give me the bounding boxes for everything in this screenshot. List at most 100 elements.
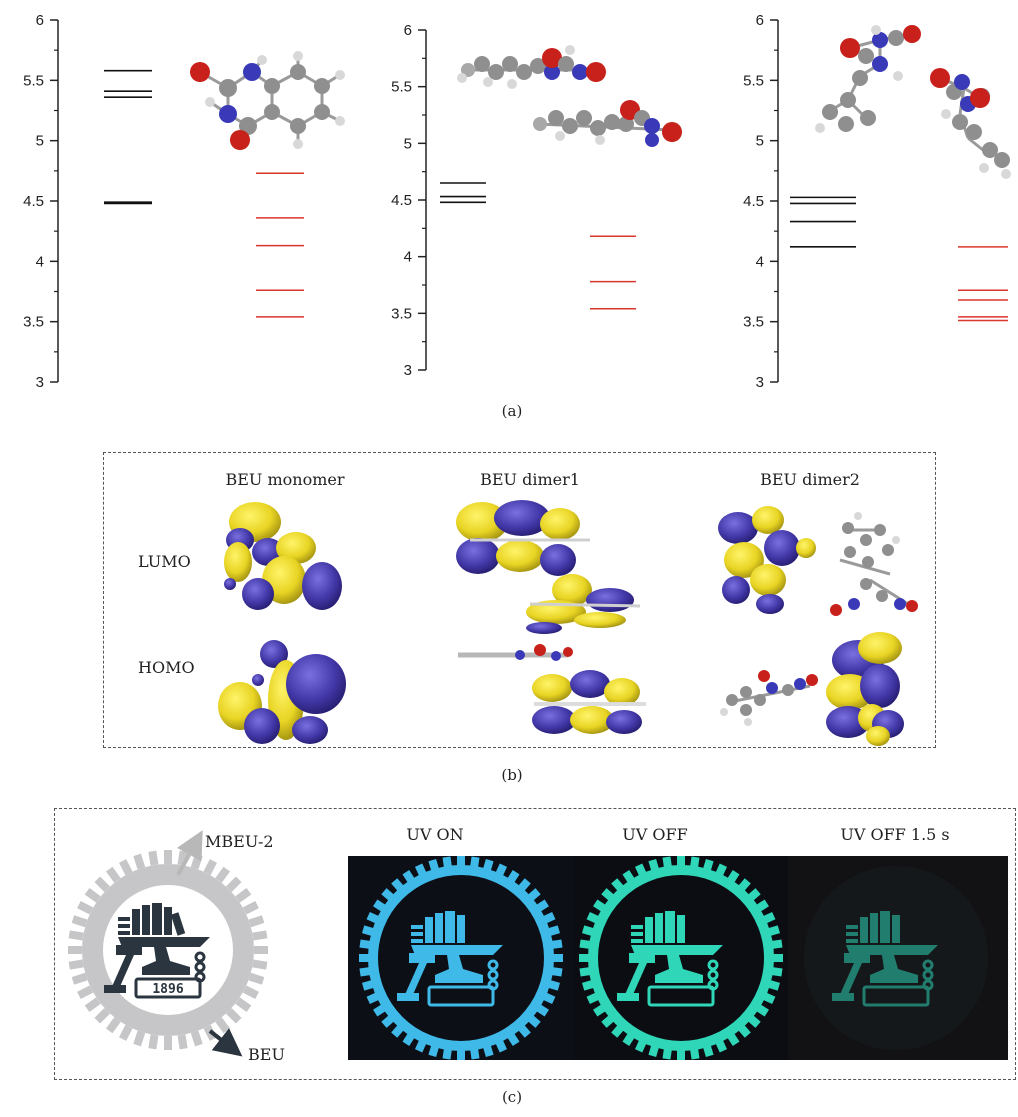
glow-part: [655, 913, 663, 943]
orbital-dimer1-lumo: [456, 500, 641, 634]
glow-part: [631, 925, 643, 929]
glow-part: [892, 915, 900, 943]
y-tick-label: 3: [404, 362, 412, 379]
glow-chain: [707, 979, 719, 991]
glow-gear-tooth: [457, 856, 465, 868]
gear-tooth: [94, 1007, 111, 1024]
glow-part: [435, 913, 443, 943]
gear-tooth: [133, 1030, 146, 1047]
orbital-monomer-homo: [218, 640, 346, 744]
y-tick-label: 5.5: [391, 79, 412, 96]
y-tick-label: 4: [756, 253, 764, 270]
gear-tooth: [119, 859, 133, 876]
glow-part: [631, 939, 643, 943]
gear-tooth: [94, 876, 111, 893]
glow-anvil: [846, 945, 938, 983]
glow-plate: [427, 985, 495, 1007]
arrow-to-beu: [208, 1028, 243, 1057]
glow-chain: [922, 979, 934, 991]
y-tick-label: 6: [36, 12, 44, 29]
glow-gear-tooth: [677, 856, 685, 868]
glow-emblem-shape: [832, 911, 938, 1007]
gear-tooth: [119, 1024, 133, 1041]
university-logo: 1896: [68, 830, 268, 1057]
column-header-dimer1: BEU dimer1: [480, 470, 580, 489]
y-tick-label: 5: [404, 135, 412, 152]
gear-tooth: [215, 866, 231, 883]
gear-tooth: [164, 850, 172, 864]
gear-tooth: [105, 1017, 121, 1034]
glow-emblem-2: [579, 856, 783, 1060]
glow-part: [411, 939, 423, 943]
arrow-to-mbeu: [176, 830, 203, 876]
y-tick-label: 4.5: [23, 193, 44, 210]
gear-tooth: [71, 915, 88, 928]
row-label-homo: HOMO: [138, 658, 195, 677]
orbital-dimer2-lumo: [718, 506, 918, 616]
glow-part: [411, 925, 423, 929]
gear-tooth: [248, 972, 265, 985]
glow-gear-tooth: [771, 954, 783, 962]
gear-tooth: [235, 887, 252, 903]
glow-chain: [922, 969, 934, 981]
gear-tooth: [252, 930, 268, 941]
panel-a-figure: 3 3.5 4 4.5 5 5.5 6 3 3.5 4 4.5 5 5.5 6 3 3.5 4 4.5 5 5.5 6: [23, 12, 1011, 391]
y-tick-label: 3.5: [23, 314, 44, 331]
y-tick-label: 5.5: [743, 72, 764, 89]
photo-title-uv-off: UV OFF: [622, 825, 688, 844]
photo-title-uv-off-1-5s: UV OFF 1.5 s: [840, 825, 950, 844]
glow-part: [880, 911, 890, 943]
dimer2-molecules: [815, 25, 1011, 179]
glow-part: [860, 917, 868, 943]
orbital-monomer-lumo: [224, 502, 342, 610]
y-tick-label: 6: [404, 22, 412, 39]
gear-tooth: [190, 1030, 203, 1047]
orbital-dimer1-homo: [458, 644, 646, 734]
glow-part: [631, 932, 643, 936]
glow-gear-tooth: [457, 1048, 465, 1060]
row-label-lumo: LUMO: [138, 552, 191, 571]
gear-tooth: [225, 876, 242, 893]
gear-tooth: [190, 853, 203, 870]
gear-tooth: [68, 959, 84, 970]
beu-label: BEU: [248, 1045, 285, 1064]
glow-part: [645, 917, 653, 943]
gear-tooth: [203, 859, 217, 876]
gear-tooth: [242, 901, 259, 915]
panel-b-frame: [103, 452, 936, 748]
glow-chain: [707, 959, 719, 971]
glow-plate: [862, 985, 930, 1007]
glow-chain: [922, 959, 934, 971]
gear-tooth: [105, 866, 121, 883]
glow-part: [425, 917, 433, 943]
gear-tooth: [235, 997, 252, 1013]
glow-gear-tooth: [677, 1048, 685, 1060]
gear-tooth: [254, 946, 268, 954]
column-header-dimer2: BEU dimer2: [760, 470, 860, 489]
phosphorescence-photos: [348, 856, 1008, 1060]
gear-tooth: [84, 887, 101, 903]
glow-part: [409, 953, 435, 963]
glow-part: [846, 932, 858, 936]
glow-emblem-shape: [617, 911, 723, 1007]
glow-part: [846, 939, 858, 943]
panel-c-label: (c): [501, 1088, 523, 1106]
glow-emblem-1: [359, 856, 563, 1060]
y-tick-label: 5: [36, 133, 44, 150]
y-tick-label: 6: [756, 12, 764, 29]
glow-gear-tooth: [551, 954, 563, 962]
y-tick-label: 3: [36, 374, 44, 391]
gear-tooth: [68, 930, 84, 941]
gear-tooth: [133, 853, 146, 870]
glow-chain: [487, 959, 499, 971]
glow-plate: [647, 985, 715, 1007]
gear-tooth: [164, 1036, 172, 1050]
glow-chain: [487, 979, 499, 991]
gear-tooth: [71, 972, 88, 985]
logo-emblem: [104, 903, 210, 999]
y-tick-label: 4: [36, 253, 44, 270]
glow-ring: [588, 865, 774, 1051]
glow-part: [445, 911, 455, 943]
glow-gear-tooth: [579, 954, 591, 962]
glow-gear-tooth: [359, 954, 371, 962]
